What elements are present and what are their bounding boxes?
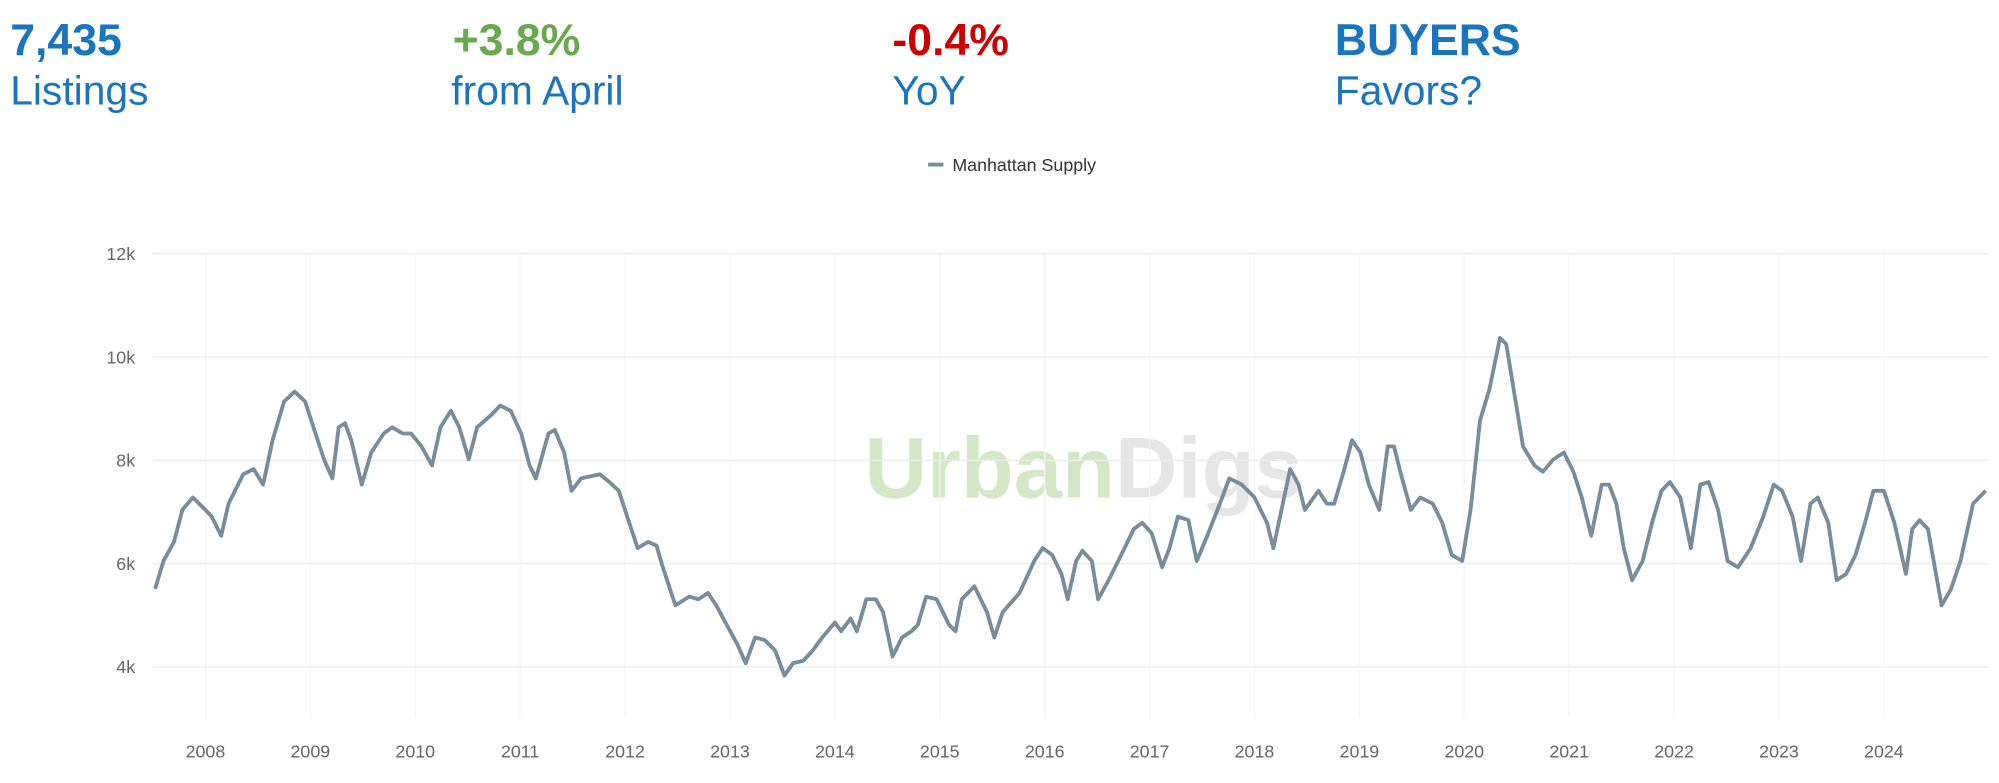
x-tick-label: 2020 [1444,741,1484,761]
stat-value: 7,435 [10,16,122,65]
x-tick-label: 2016 [1025,741,1065,761]
x-tick-label: 2014 [815,741,855,761]
x-tick-label: 2017 [1130,741,1170,761]
plot-area: 4k 6k 8k 10k 12k 2008 2009 2010 2011 2012 2013 2014… [106,244,1989,761]
watermark-part: Digs [1115,420,1303,516]
x-tick-label: 2008 [186,741,226,761]
stat-label: from April [451,68,623,114]
stat-label: Favors? [1335,68,1482,114]
x-tick-label: 2018 [1235,741,1275,761]
x-tick-label: 2011 [501,741,539,761]
data-line [153,336,1988,678]
watermark: UrbanDigs [864,420,1302,516]
x-tick-label: 2019 [1340,741,1380,761]
stat-value: +3.8% [453,16,581,65]
stat-label: Listings [10,68,148,114]
x-tick-label: 2013 [710,741,750,761]
legend-label: Manhattan Supply [952,155,1096,175]
stat-value: -0.4% [892,16,1009,65]
y-tick-label: 8k [116,451,135,471]
x-tick-label: 2009 [291,741,331,761]
stat-label: YoY [892,68,965,114]
y-tick-label: 10k [106,347,135,367]
x-tick-label: 2010 [395,741,435,761]
x-tick-label: 2023 [1759,741,1799,761]
x-tick-label: 2012 [605,741,645,761]
y-tick-label: 6k [116,554,135,574]
x-tick-label: 2024 [1864,741,1904,761]
y-tick-label: 4k [116,657,135,677]
y-tick-label: 12k [106,244,135,264]
x-tick-label: 2021 [1549,741,1589,761]
x-tick-label: 2015 [920,741,960,761]
stat-value: BUYERS [1335,16,1521,65]
watermark-part: Urban [864,420,1114,516]
x-tick-label: 2022 [1654,741,1694,761]
